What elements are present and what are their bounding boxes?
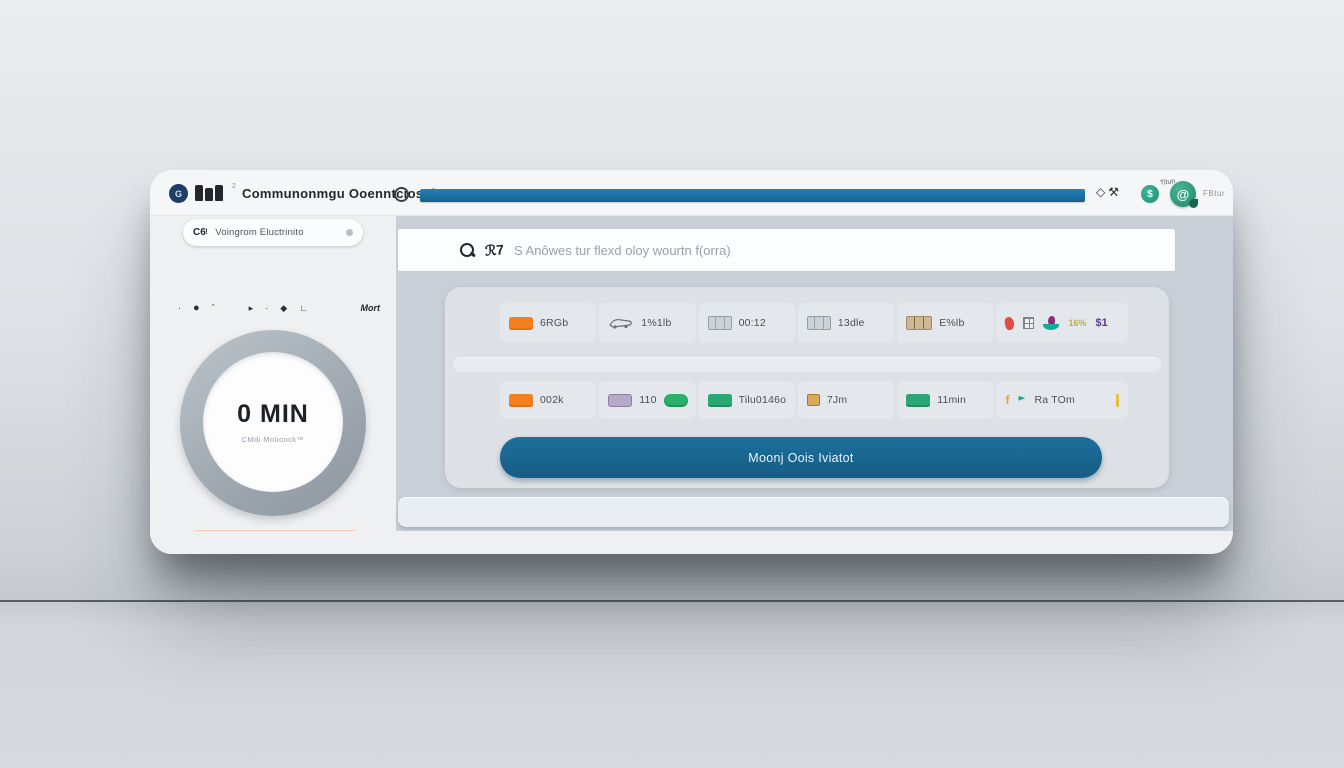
sidebar: C6ᵎ Voingrom Eluctrinito · ● ˆ ▸ · ◆ ∟ M… — [150, 216, 396, 554]
dollar-tag: $1 — [1095, 317, 1108, 329]
plant-icon — [1043, 316, 1060, 330]
timer-gauge-face: 0 MIN CMdi Motioock™ — [203, 352, 343, 492]
play-dot-icon[interactable]: ▸ — [248, 302, 254, 313]
panel-icon — [806, 316, 831, 330]
main-panel: ℛ7 6RGb 1%1lb — [396, 216, 1233, 531]
brand-bars-icon — [195, 185, 223, 201]
stat-chip[interactable]: 6RGb — [500, 303, 597, 343]
search-input[interactable] — [513, 242, 1175, 258]
sidebar-filter-button[interactable]: C6ᵎ Voingrom Eluctrinito — [183, 219, 363, 246]
brand-superscript: 2 — [232, 183, 236, 190]
dot-icon[interactable]: · — [265, 303, 269, 313]
stat-label: 002k — [540, 394, 564, 406]
search-bar[interactable]: ℛ7 — [397, 228, 1176, 272]
timer-gauge[interactable]: 0 MIN CMdi Motioock™ — [180, 330, 366, 516]
stat-label: 13dle — [837, 317, 865, 329]
grid-icon — [1023, 317, 1035, 329]
dot-icon[interactable]: ● — [193, 302, 200, 314]
header-right-text: FBtur — [1203, 189, 1226, 198]
panel-icon — [707, 316, 732, 330]
horizon-line — [0, 600, 1344, 602]
window-footer — [150, 531, 1233, 554]
stat-label: 110 — [639, 394, 657, 406]
truck-sketch-icon — [609, 318, 633, 329]
filter-glyph-icon: C6ᵎ — [193, 227, 208, 238]
orange-swatch-icon — [509, 393, 533, 407]
stat-label: Tilu0146o — [738, 394, 787, 406]
stat-chip[interactable]: 13dle — [797, 303, 895, 343]
tools-icons[interactable]: ◇⚒ — [1096, 185, 1122, 199]
stat-label: Ra TOm — [1034, 394, 1075, 406]
search-icon — [460, 242, 475, 258]
filter-label: Voingrom Eluctrinito — [215, 227, 304, 238]
yellow-bar-icon — [1116, 393, 1120, 407]
stat-label: 1%1lb — [641, 317, 672, 329]
corner-mark-icon[interactable]: ∟ — [299, 303, 308, 313]
stat-label: 6RGb — [540, 317, 569, 329]
radio-circle-icon[interactable] — [394, 187, 409, 202]
percent-tag: 16% — [1068, 318, 1087, 328]
stat-chip[interactable]: E%lb — [897, 303, 994, 343]
dot-icon[interactable]: · — [178, 303, 181, 313]
stat-label: E%lb — [939, 317, 965, 329]
caret-icon[interactable]: ˆ — [211, 303, 215, 313]
stats-row-2: 002k 110 Tilu0146o 7Jm — [500, 381, 1129, 419]
teal-flag-icon — [1018, 396, 1026, 401]
stat-chip[interactable]: 002k — [500, 381, 597, 419]
dots-row-label: Mort — [360, 303, 381, 313]
swirl-badge-icon[interactable]: @ — [1170, 181, 1198, 208]
app-header: G 2 Communonmgu Ooenntciosok ◇⚒ $ Titun … — [150, 170, 1233, 216]
tan-panel-icon — [906, 316, 933, 330]
stat-chip-icon-cluster[interactable]: 16% $1 — [996, 303, 1129, 343]
lavender-panel-icon — [608, 393, 633, 407]
stat-label: 7Jm — [826, 394, 848, 406]
search-scribble-icon: ℛ7 — [484, 240, 505, 259]
stat-chip[interactable]: 110 — [599, 381, 696, 419]
marker-dots-row: · ● ˆ ▸ · ◆ ∟ Mort — [178, 300, 380, 316]
stat-chip[interactable]: 00:12 — [698, 303, 795, 343]
orange-swatch-icon — [509, 316, 533, 330]
green-panel-icon — [707, 393, 732, 407]
green-panel-icon — [906, 393, 931, 407]
stat-chip[interactable]: Tilu0146o — [698, 381, 795, 419]
app-title: Communonmgu Ooenntciosok — [242, 185, 440, 201]
coin-icon[interactable]: $ — [1141, 185, 1159, 203]
bottom-empty-bar[interactable] — [398, 497, 1229, 527]
stat-chip[interactable]: 1%1lb — [599, 303, 696, 343]
header-progress-bar — [420, 189, 1085, 202]
diamond-dot-icon[interactable]: ◆ — [280, 302, 288, 313]
yellow-glyph-icon: f — [1005, 393, 1010, 407]
stat-chip[interactable]: 7Jm — [797, 381, 895, 419]
timer-value: 0 MIN — [237, 400, 309, 428]
app-window: G 2 Communonmgu Ooenntciosok ◇⚒ $ Titun … — [150, 170, 1233, 554]
green-pill-icon — [663, 393, 688, 407]
timer-subtitle: CMdi Motioock™ — [241, 435, 305, 444]
tan-mini-icon — [806, 394, 820, 406]
stat-chip[interactable]: 11min — [897, 381, 994, 419]
red-figure-icon — [1004, 315, 1016, 331]
stat-label: 00:12 — [738, 317, 766, 329]
stat-chip-icon-cluster[interactable]: f Ra TOm — [996, 381, 1129, 419]
stat-label: 11min — [937, 394, 967, 406]
rows-divider — [453, 357, 1161, 372]
stats-row-1: 6RGb 1%1lb 00:12 — [500, 303, 1129, 343]
app-logo-icon[interactable]: G — [169, 184, 188, 203]
primary-action-button[interactable]: Moonj Oois Iviatot — [500, 437, 1102, 478]
filter-dot-icon — [346, 229, 353, 236]
stats-card: 6RGb 1%1lb 00:12 — [445, 287, 1169, 488]
